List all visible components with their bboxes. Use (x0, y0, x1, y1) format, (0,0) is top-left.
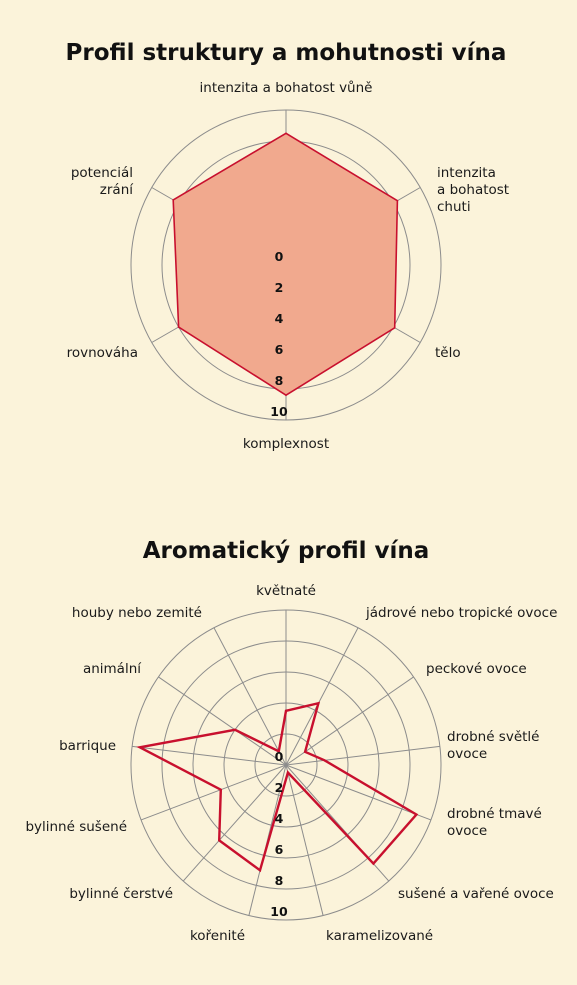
axis-label: kořenité (190, 928, 245, 944)
radar-chart-structure: Profil struktury a mohutnosti vína 0 2 4 6 8 1… (66, 40, 510, 452)
data-point (393, 327, 396, 329)
tick-label: 10 (270, 404, 288, 419)
axis-label: peckové ovoce (426, 661, 527, 677)
data-point (372, 862, 375, 865)
axis-label-line: kořenité (190, 928, 245, 944)
axis-label-line: květnaté (256, 583, 316, 599)
axis-label: květnaté (256, 583, 316, 599)
data-point (218, 839, 220, 842)
axis-label: drobné světlé ovoce (447, 729, 539, 762)
data-point (285, 394, 287, 397)
axis-label-line: potenciál (71, 165, 133, 181)
axis-label-line: bylinné čerstvé (69, 886, 173, 902)
data-point (259, 869, 261, 872)
axis-label-line: komplexnost (243, 436, 329, 452)
grid-spoke (285, 676, 414, 766)
axis-label-line: barrique (59, 738, 116, 754)
axis-label-line: intenzita a bohatost vůně (200, 80, 373, 96)
axis-label: komplexnost (243, 436, 329, 452)
data-point (278, 750, 280, 753)
axis-label: sušené a vařené ovoce (398, 886, 554, 902)
tick-label: 4 (275, 811, 284, 826)
grid-spoke (158, 676, 287, 766)
radar-chart-aroma: Aromatický profil vína 0 2 4 6 8 10 květnaté jád… (25, 538, 557, 944)
grid-spoke (285, 745, 440, 766)
data-point (285, 132, 287, 135)
axis-label: rovnováha (67, 345, 138, 361)
axis-label-line: a bohatost (437, 182, 509, 198)
data-point (323, 759, 326, 762)
axis-label-line: ovoce (447, 746, 487, 762)
series-polygon (136, 701, 419, 873)
axis-label: barrique (59, 738, 116, 754)
axis-label-line: drobné světlé (447, 729, 539, 745)
tick-label: 6 (275, 842, 284, 857)
axis-label: karamelizované (326, 928, 433, 944)
grid-spoke (182, 764, 287, 882)
axis-label-line: animální (83, 661, 142, 677)
axis-label: animální (83, 661, 142, 677)
axis-label: tělo (435, 345, 461, 361)
data-point (304, 751, 306, 753)
data-point (139, 746, 141, 749)
grid-spoke (285, 764, 324, 916)
axis-label-line: houby nebo zemité (72, 605, 202, 621)
grid-spoke (140, 764, 287, 821)
axis-label-line: karamelizované (326, 928, 433, 944)
data-point (234, 729, 236, 731)
data-point (396, 199, 399, 202)
axis-label-line: zrání (100, 182, 134, 198)
data-point (317, 702, 320, 704)
tick-label: 8 (275, 373, 284, 388)
axis-label: intenzita a bohatost chuti (437, 165, 509, 215)
axis-label: potenciál zrání (71, 165, 134, 198)
axis-label-line: peckové ovoce (426, 661, 527, 677)
data-point (177, 326, 180, 328)
axis-label-line: sušené a vařené ovoce (398, 886, 554, 902)
tick-label: 8 (275, 873, 284, 888)
axis-label: intenzita a bohatost vůně (200, 80, 373, 96)
tick-label: 2 (275, 780, 284, 795)
tick-label: 4 (275, 311, 284, 326)
axis-label-line: bylinné sušené (25, 819, 127, 835)
grid-spoke (213, 627, 287, 766)
axis-label-line: rovnováha (67, 345, 138, 361)
data-point (415, 813, 418, 816)
axis-label-line: tělo (435, 345, 461, 361)
grid-spoke (285, 627, 359, 766)
axis-label-line: intenzita (437, 165, 496, 181)
axis-label-line: jádrové nebo tropické ovoce (365, 605, 557, 621)
tick-label: 0 (275, 249, 284, 264)
axis-label-line: drobné tmavé (447, 806, 542, 822)
data-point (220, 788, 222, 791)
axis-label: houby nebo zemité (72, 605, 202, 621)
tick-label: 10 (270, 904, 288, 919)
tick-label: 6 (275, 342, 284, 357)
axis-label: bylinné čerstvé (69, 886, 173, 902)
axis-label: drobné tmavé ovoce (447, 806, 542, 839)
axis-label-line: chuti (437, 199, 471, 215)
data-point (287, 771, 289, 774)
data-point (172, 199, 174, 201)
axis-label: jádrové nebo tropické ovoce (365, 605, 557, 621)
axis-label-line: ovoce (447, 823, 487, 839)
tick-label: 0 (275, 749, 284, 764)
grid-spoke (132, 745, 287, 766)
grid-spoke (285, 764, 432, 821)
chart-title: Profil struktury a mohutnosti vína (66, 40, 507, 66)
series-polygon (172, 132, 399, 397)
axis-label: bylinné sušené (25, 819, 127, 835)
data-point (285, 710, 287, 712)
tick-label: 2 (275, 280, 284, 295)
chart-title: Aromatický profil vína (143, 538, 430, 564)
